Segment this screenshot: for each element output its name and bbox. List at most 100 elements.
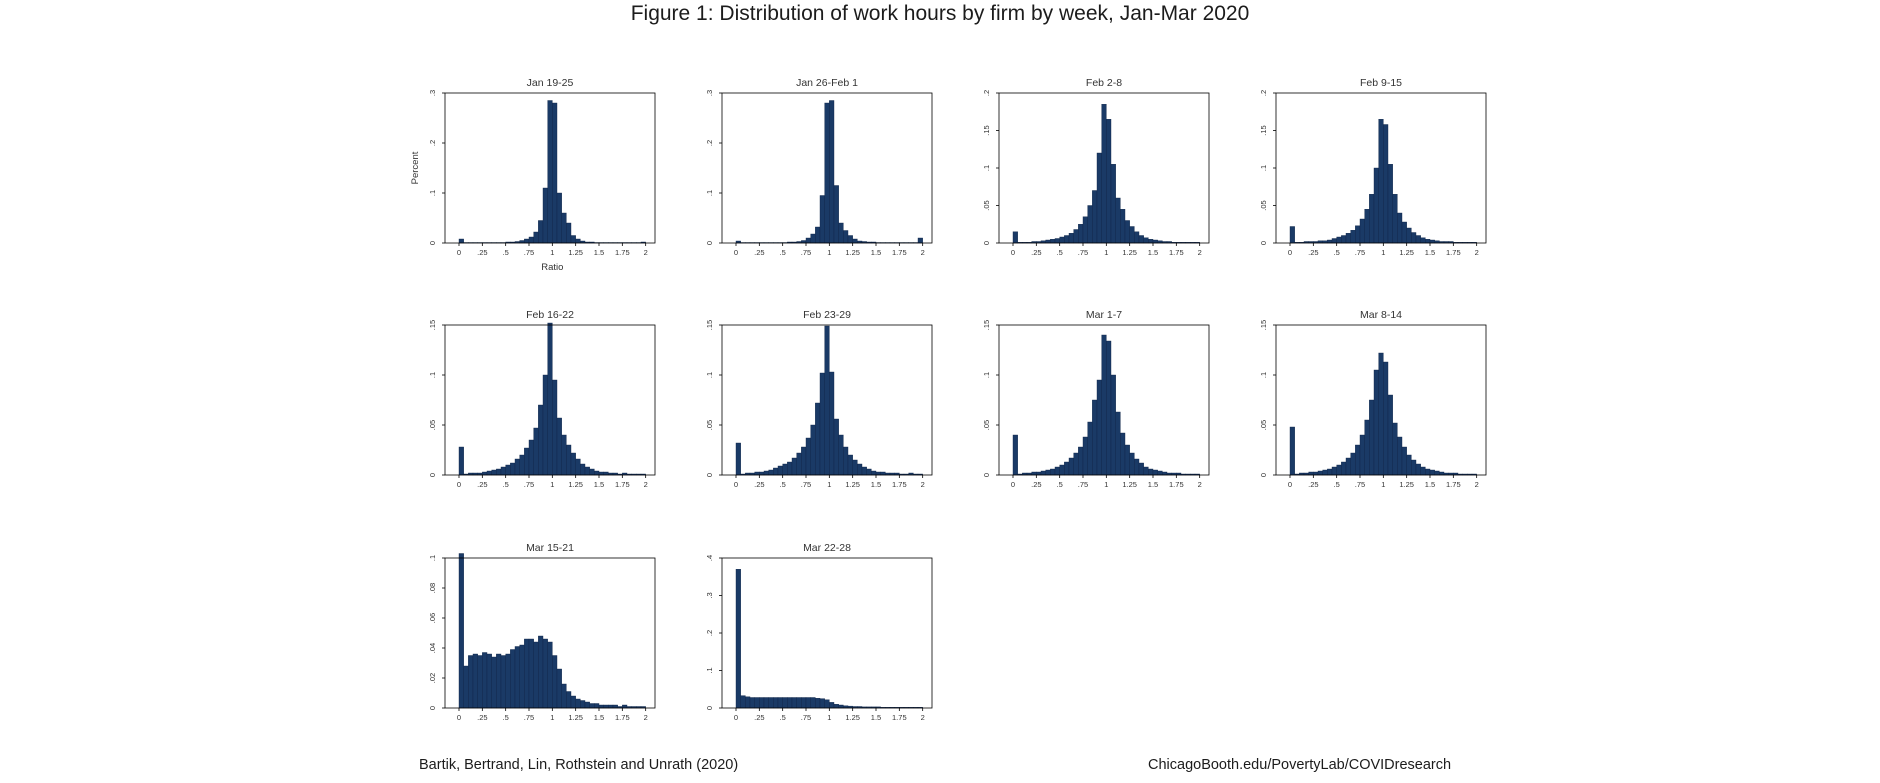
histogram-bar [824,325,830,476]
subplot-title: Feb 23-29 [803,309,851,321]
histogram-bar [1327,239,1333,244]
subplot-title: Mar 1-7 [1086,309,1122,321]
subplot-title: Feb 2-8 [1086,77,1122,89]
histogram-bar [547,641,553,709]
histogram-bar [566,691,572,709]
histogram-bar [1092,399,1098,476]
plot-frame [444,557,656,709]
histogram-bar [1050,468,1056,476]
histogram-bar [1355,444,1361,476]
y-tick-label: .2 [428,140,437,146]
histogram-bar [566,444,572,476]
x-tick-label: 0 [734,713,738,722]
histogram-bar [838,434,844,476]
x-tick-label: 1.75 [615,480,630,489]
histogram-bar [861,466,867,476]
histogram-bar [542,187,548,244]
histogram-bar [1120,432,1126,476]
histogram-bar [1429,469,1435,476]
histogram-bar [1152,239,1158,244]
histogram-bar [1134,458,1140,476]
y-tick-label: .1 [428,372,437,378]
histogram-bar [538,404,544,476]
histogram-bar [1420,237,1426,244]
histogram-bar [773,697,779,709]
histogram-bar [1129,452,1135,476]
x-tick-label: 1.75 [1169,248,1184,257]
histogram-bar [472,653,478,709]
histogram-bar [1392,422,1398,476]
histogram-bar [782,697,788,709]
histogram-bar [556,192,562,244]
histogram-bar [1148,239,1154,244]
x-tick-label: 1.75 [615,248,630,257]
histogram-bar [829,100,835,244]
histogram-bar [463,665,469,709]
histogram-bar [847,235,853,244]
histogram-bar [491,469,497,476]
histogram-bar [1322,469,1328,476]
y-tick-label: .08 [428,583,437,593]
y-tick-label: .2 [1259,90,1268,96]
histogram-bar [556,417,562,476]
x-tick-label: .25 [1031,480,1041,489]
histogram-bar [584,701,590,709]
x-tick-label: 1.75 [1446,480,1461,489]
x-tick-label: 1 [1381,248,1385,257]
histogram-bar [514,458,520,476]
histogram-bar [1331,238,1337,244]
histogram-bar [1420,466,1426,476]
histogram-bar [1401,446,1407,476]
histogram-bar [847,454,853,476]
histogram-bar [594,703,600,709]
histogram-bar [486,470,492,476]
histogram-bar [1143,237,1149,244]
x-tick-label: .5 [1057,480,1063,489]
histogram-bar [763,697,769,709]
histogram-bar [777,697,783,709]
x-tick-label: 2 [921,713,925,722]
x-tick-label: .25 [1031,248,1041,257]
histogram-bar [500,655,506,709]
histogram-bar [1124,444,1130,476]
histogram-bar [829,371,835,476]
histogram-bar [1064,461,1070,476]
histogram-bar [1406,227,1412,244]
histogram-bar [1369,399,1375,476]
histogram-bar [1059,236,1065,244]
x-axis-title: Ratio [541,262,563,273]
histogram-bar [1369,194,1375,244]
histogram-bar [589,468,595,476]
histogram-bar [1110,374,1116,476]
x-tick-label: .75 [801,713,811,722]
histogram-feb-9-15: Feb 9-15 0 .25 .5 .75 1 1.25 1.5 1.75 2 0 .05 .1 .15.… [1259,77,1487,257]
x-tick-label: .25 [1308,248,1318,257]
histogram-bar [1124,220,1130,244]
histogram-bar [1383,124,1389,244]
x-tick-label: 1 [550,480,554,489]
plot-frame [721,324,933,476]
histogram-bar [458,238,464,244]
histogram-bar [538,220,544,244]
histogram-bar [1138,462,1144,476]
histogram-bar [566,222,572,244]
histogram-bar [547,322,553,476]
histogram-bar [749,697,755,709]
x-tick-label: .5 [780,480,786,489]
histogram-bar [1157,470,1163,476]
histogram-bar [542,638,548,709]
histogram-bar [1138,235,1144,244]
y-tick-label: .1 [428,190,437,196]
y-tick-label: .15 [1259,125,1268,135]
x-tick-label: 1.25 [568,248,583,257]
histogram-bar [782,463,788,476]
x-tick-label: 0 [1011,248,1015,257]
histogram-bar [1364,209,1370,244]
histogram-bar [735,569,741,709]
histogram-bar [735,442,741,476]
histogram-bar [528,638,534,709]
histogram-bar [1350,230,1356,244]
histogram-bar [871,470,877,476]
x-tick-label: 1 [827,713,831,722]
